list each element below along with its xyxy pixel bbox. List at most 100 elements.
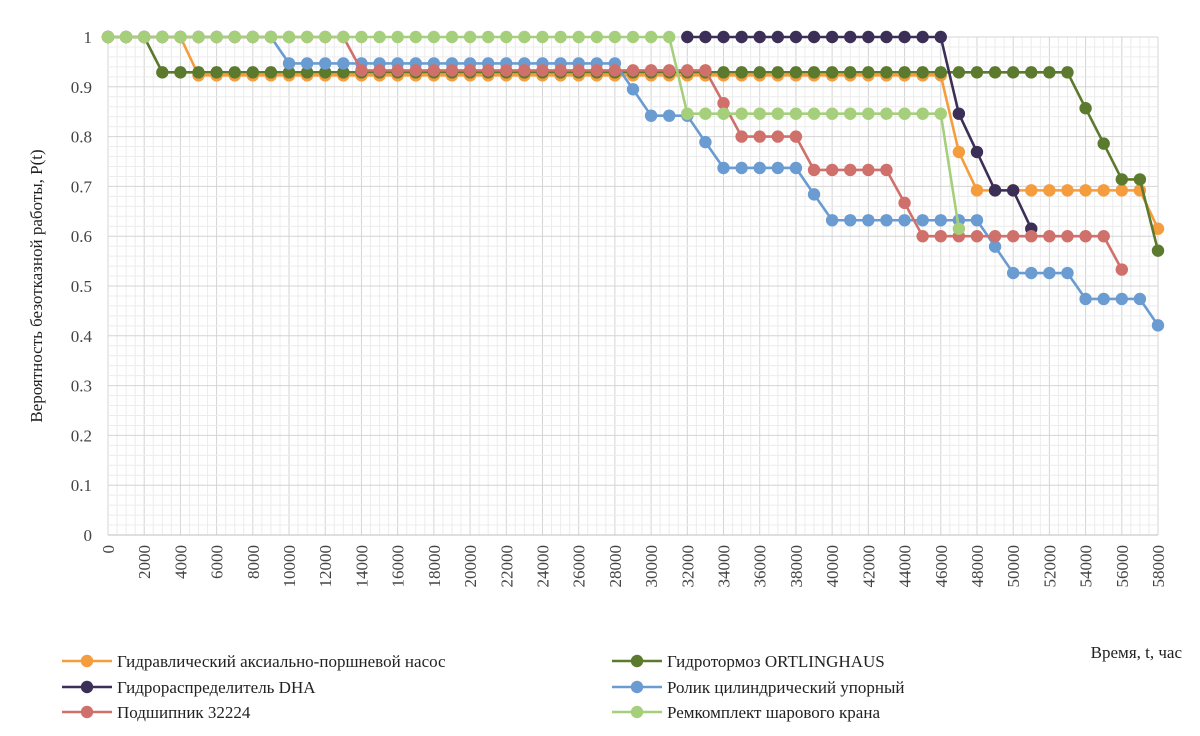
x-tick-label: 14000 xyxy=(352,545,371,588)
legend-item: Подшипник 32224 xyxy=(62,703,251,722)
data-point xyxy=(825,163,839,177)
data-point xyxy=(319,66,332,79)
legend-swatch-marker xyxy=(80,654,94,668)
data-point xyxy=(1043,66,1056,79)
data-point xyxy=(1006,230,1020,243)
series-layer xyxy=(101,30,1165,332)
data-point xyxy=(934,107,947,120)
y-tick-label: 0.2 xyxy=(71,426,92,445)
data-point xyxy=(228,30,241,44)
data-point xyxy=(282,57,296,70)
data-point xyxy=(445,64,459,77)
data-point xyxy=(319,57,332,70)
data-point xyxy=(210,66,223,79)
x-tick-label: 46000 xyxy=(932,545,951,588)
data-point xyxy=(373,30,386,44)
data-point xyxy=(1115,173,1128,186)
data-point xyxy=(355,30,368,44)
data-point xyxy=(1097,184,1110,197)
y-tick-label: 0.9 xyxy=(71,78,92,97)
data-point xyxy=(862,66,875,79)
data-point xyxy=(300,30,314,44)
x-tick-label: 58000 xyxy=(1149,545,1168,588)
data-point xyxy=(300,66,314,79)
x-tick-label: 24000 xyxy=(533,545,552,588)
data-point xyxy=(807,163,821,177)
data-point xyxy=(572,64,585,77)
data-point xyxy=(101,30,115,44)
data-point xyxy=(898,30,911,44)
data-point xyxy=(1025,230,1038,243)
data-point xyxy=(789,130,803,143)
data-point xyxy=(644,109,658,122)
x-tick-label: 12000 xyxy=(316,545,335,588)
data-point xyxy=(807,66,821,79)
data-point xyxy=(807,188,821,201)
data-point xyxy=(1151,222,1165,235)
series-group xyxy=(101,30,966,235)
y-tick-label: 0.8 xyxy=(71,128,92,147)
y-tick-label: 0.3 xyxy=(71,377,92,396)
data-point xyxy=(771,161,785,175)
y-tick-label: 0 xyxy=(84,526,93,545)
data-point xyxy=(1151,244,1165,257)
x-tick-label: 36000 xyxy=(751,545,770,588)
data-point xyxy=(717,161,730,175)
data-point xyxy=(1061,184,1074,197)
data-point xyxy=(264,30,278,44)
data-point xyxy=(1097,230,1110,243)
data-point xyxy=(644,30,658,44)
legend-label: Гидрораспределитель DHA xyxy=(117,678,316,697)
data-point xyxy=(916,230,929,243)
data-point xyxy=(735,66,748,79)
data-point xyxy=(862,163,875,177)
data-point xyxy=(898,214,911,227)
data-point xyxy=(681,64,694,77)
data-point xyxy=(699,30,712,44)
data-point xyxy=(844,163,857,177)
data-point xyxy=(1025,66,1038,79)
x-tick-label: 42000 xyxy=(859,545,878,588)
data-point xyxy=(626,64,640,77)
x-tick-label: 10000 xyxy=(280,545,299,588)
data-point xyxy=(536,30,549,44)
data-point xyxy=(771,107,785,120)
data-point xyxy=(1079,230,1092,243)
data-point xyxy=(319,30,332,44)
data-point xyxy=(952,145,966,159)
data-point xyxy=(626,83,640,96)
data-point xyxy=(717,107,730,120)
data-point xyxy=(644,64,658,77)
legend-label: Подшипник 32224 xyxy=(117,703,251,722)
x-tick-label: 50000 xyxy=(1004,545,1023,588)
data-point xyxy=(282,66,296,79)
data-point xyxy=(1006,184,1020,197)
x-tick-label: 40000 xyxy=(823,545,842,588)
y-tick-label: 1 xyxy=(84,28,93,47)
legend-swatch-marker xyxy=(80,680,94,694)
data-point xyxy=(844,66,857,79)
data-point xyxy=(916,30,929,44)
data-point xyxy=(825,66,839,79)
y-tick-label: 0.5 xyxy=(71,277,92,296)
data-point xyxy=(300,57,314,70)
data-point xyxy=(554,30,567,44)
data-point xyxy=(735,130,748,143)
data-point xyxy=(916,66,929,79)
data-point xyxy=(934,66,947,79)
data-point xyxy=(445,30,459,44)
data-point xyxy=(916,107,929,120)
data-point xyxy=(192,30,205,44)
x-tick-label: 4000 xyxy=(171,545,190,579)
legend-label: Гидравлический аксиально-поршневой насос xyxy=(117,652,446,671)
data-point xyxy=(952,107,966,120)
data-point xyxy=(988,240,1002,253)
legend-label: Ремкомплект шарового крана xyxy=(667,703,880,722)
data-point xyxy=(789,66,803,79)
data-point xyxy=(1006,266,1020,280)
data-point xyxy=(1151,319,1165,332)
data-point xyxy=(1079,102,1092,115)
data-point xyxy=(771,30,785,44)
data-point xyxy=(409,30,422,44)
legend-label: Ролик цилиндрический упорный xyxy=(667,678,905,697)
